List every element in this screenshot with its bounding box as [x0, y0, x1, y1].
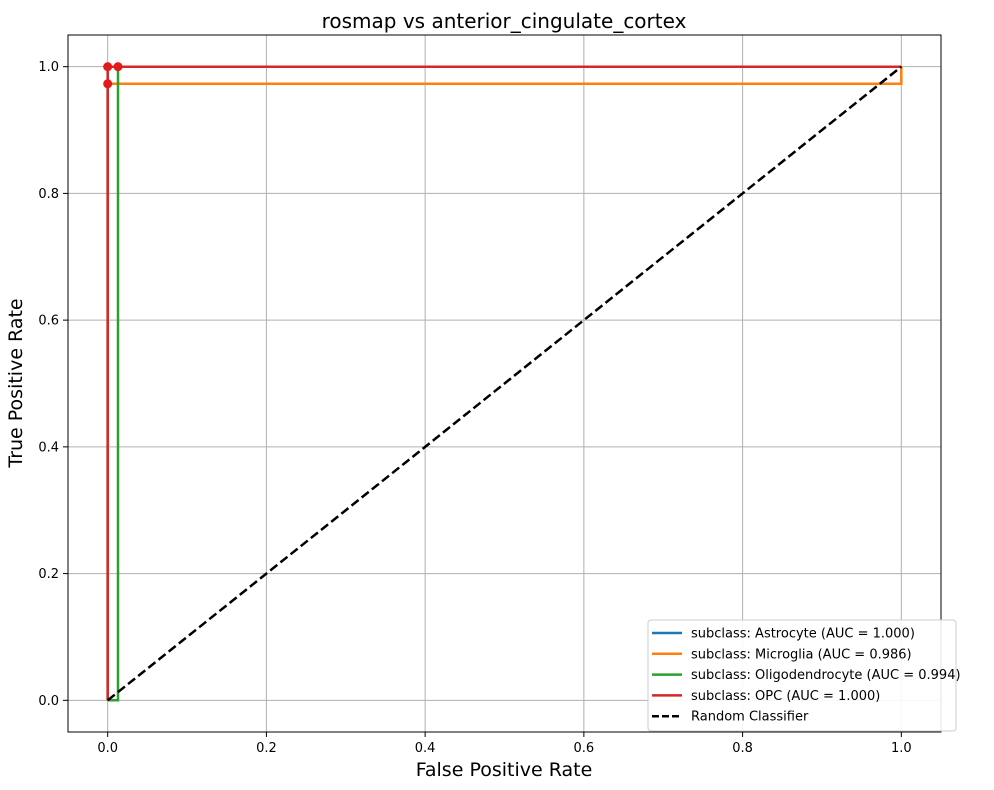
x-tick-label-0: 0.0	[97, 741, 118, 756]
y-tick-label-0: 0.0	[38, 694, 59, 709]
legend-box	[647, 619, 957, 732]
y-axis-ticks: 0.0 0.2 0.4 0.6 0.8 1.0	[38, 60, 68, 709]
x-tick-label-4: 0.8	[732, 741, 753, 756]
y-tick-label-5: 1.0	[38, 60, 59, 75]
y-tick-label-3: 0.6	[38, 314, 59, 329]
x-axis-label: False Positive Rate	[416, 759, 593, 781]
legend-label-3: subclass: OPC (AUC = 1.000)	[691, 689, 880, 704]
marker-point-1	[103, 79, 113, 89]
series-line-4	[106, 65, 903, 702]
marker-group	[103, 62, 123, 89]
legend-label-4: Random Classifier	[691, 710, 809, 725]
legend-items: subclass: Astrocyte (AUC = 1.000) subclas…	[652, 627, 961, 725]
legend-label-0: subclass: Astrocyte (AUC = 1.000)	[691, 627, 915, 642]
legend-label-2: subclass: Oligodendrocyte (AUC = 0.994)	[691, 668, 961, 683]
legend-label-1: subclass: Microglia (AUC = 0.986)	[691, 647, 912, 662]
chart-title: rosmap vs anterior_cingulate_cortex	[322, 9, 687, 33]
y-axis-label: True Positive Rate	[5, 298, 27, 468]
plot-frame	[67, 34, 942, 733]
x-tick-label-3: 0.6	[574, 741, 595, 756]
y-tick-label-2: 0.4	[38, 440, 59, 455]
x-tick-label-2: 0.4	[415, 741, 436, 756]
legend: subclass: Astrocyte (AUC = 1.000) subclas…	[647, 619, 961, 732]
x-tick-label-5: 1.0	[891, 741, 912, 756]
x-tick-label-1: 0.2	[256, 741, 277, 756]
y-tick-label-4: 0.8	[38, 187, 59, 202]
marker-point-2	[113, 62, 123, 72]
y-tick-label-1: 0.2	[38, 567, 59, 582]
marker-point-0	[103, 62, 113, 72]
plot-area	[67, 34, 942, 733]
x-axis-ticks: 0.0 0.2 0.4 0.6 0.8 1.0	[97, 732, 912, 756]
